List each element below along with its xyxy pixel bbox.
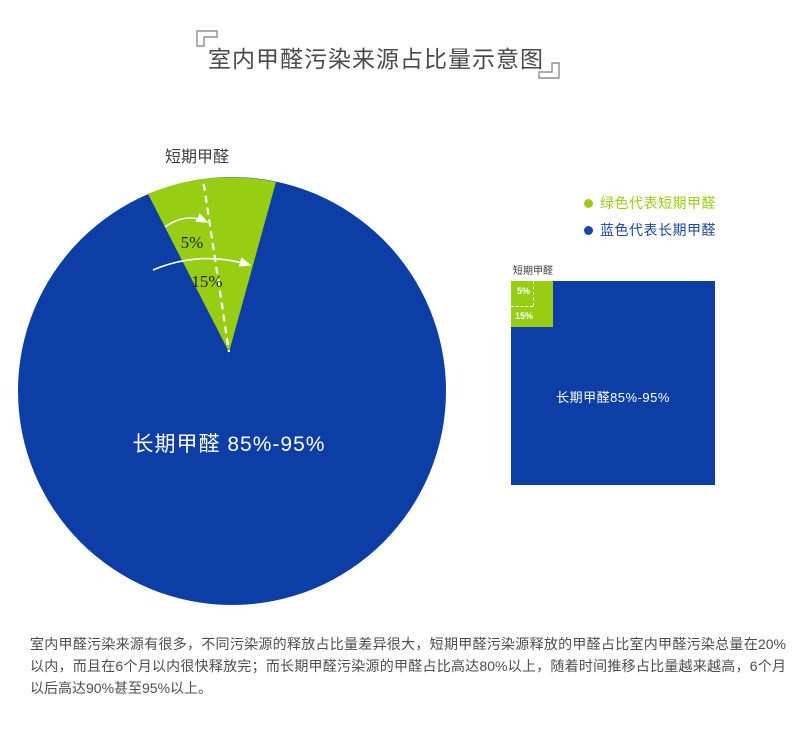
square-long-term-label: 长期甲醛85%-95% [556, 390, 670, 405]
square-short-term-region: 5% 15% [511, 281, 553, 327]
pie-slice-short-term [148, 177, 276, 352]
bracket-bottom-right-icon [538, 62, 560, 79]
pie-long-term-label: 长期甲醛 85%-95% [133, 433, 326, 456]
square-short-term-label: 短期甲醛 [513, 266, 553, 277]
page-title: 室内甲醛污染来源占比量示意图 [208, 46, 544, 72]
pie-chart: 短期甲醛 5% 15% 长期甲醛 85%-95% [18, 148, 446, 605]
bracket-top-left-icon [196, 30, 218, 47]
square-15pct-label: 15% [515, 311, 534, 321]
square-long-term-region: 5% 15% 长期甲醛85%-95% [511, 281, 715, 485]
legend: 绿色代表短期甲醛 蓝色代表长期甲醛 [584, 193, 716, 247]
description-text: 室内甲醛污染来源有很多，不同污染源的释放占比量差异很大，短期甲醛污染源释放的甲醛… [30, 636, 786, 696]
square-dashed-divider-vertical [533, 281, 534, 306]
pie-15pct-label: 15% [191, 272, 222, 291]
legend-dot-blue-icon [584, 225, 593, 235]
legend-item-long-term: 蓝色代表长期甲醛 [584, 220, 716, 240]
arrow-5pct-icon [164, 213, 209, 228]
square-dashed-divider-horizontal [511, 306, 533, 307]
square-5pct-label: 5% [517, 286, 531, 296]
pie-slice-long-term [18, 177, 446, 605]
legend-item-short-term: 绿色代表短期甲醛 [584, 193, 716, 213]
square-chart: 短期甲醛 5% 15% 长期甲醛85%-95% [511, 265, 715, 485]
legend-dot-green-icon [584, 198, 593, 208]
divider-dashed-line [200, 171, 231, 353]
pie-5pct-label: 5% [181, 233, 204, 252]
legend-label-long-term: 蓝色代表长期甲醛 [600, 222, 716, 238]
legend-label-short-term: 绿色代表短期甲醛 [600, 195, 716, 211]
pie-short-term-label: 短期甲醛 [165, 148, 229, 166]
arrow-15pct-icon [152, 257, 252, 271]
